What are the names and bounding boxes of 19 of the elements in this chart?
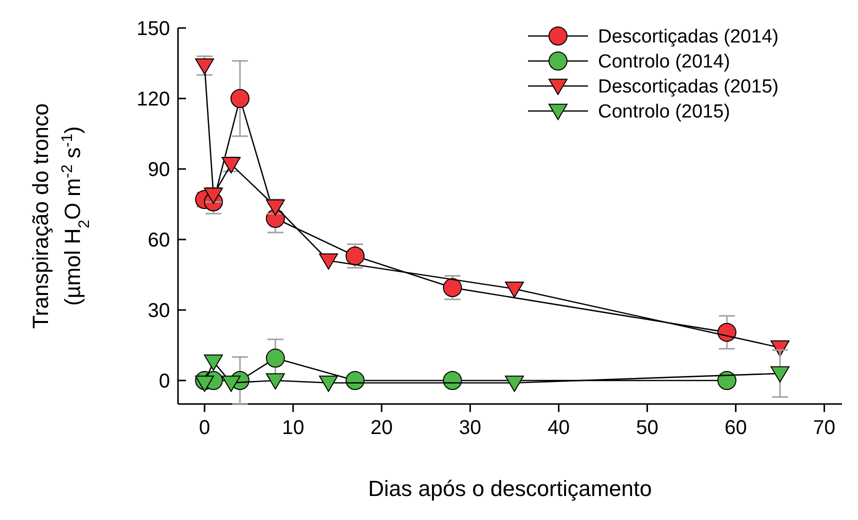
y-tick-label: 60 (148, 230, 170, 252)
legend-label: Controlo (2015) (598, 102, 730, 123)
y-tick-label: 150 (136, 18, 170, 40)
legend-label: Descortiçadas (2014) (598, 26, 779, 48)
x-axis-title: Dias após o descortiçamento (368, 476, 652, 501)
x-tick-label: 0 (198, 417, 210, 439)
y-tick-label: 120 (136, 88, 170, 110)
x-tick-label: 30 (459, 417, 482, 439)
legend-label: Controlo (2014) (598, 52, 730, 73)
y-tick-label: 0 (158, 370, 170, 392)
x-tick-label: 20 (370, 417, 393, 439)
y-tick-label: 90 (148, 159, 170, 181)
x-tick-label: 10 (282, 417, 304, 439)
y-tick-label: 30 (148, 300, 170, 322)
x-tick-label: 60 (724, 417, 747, 439)
x-tick-label: 70 (813, 417, 836, 439)
x-tick-label: 50 (636, 417, 658, 439)
x-tick-label: 40 (548, 417, 570, 439)
legend-label: Descortiçadas (2015) (598, 76, 779, 98)
